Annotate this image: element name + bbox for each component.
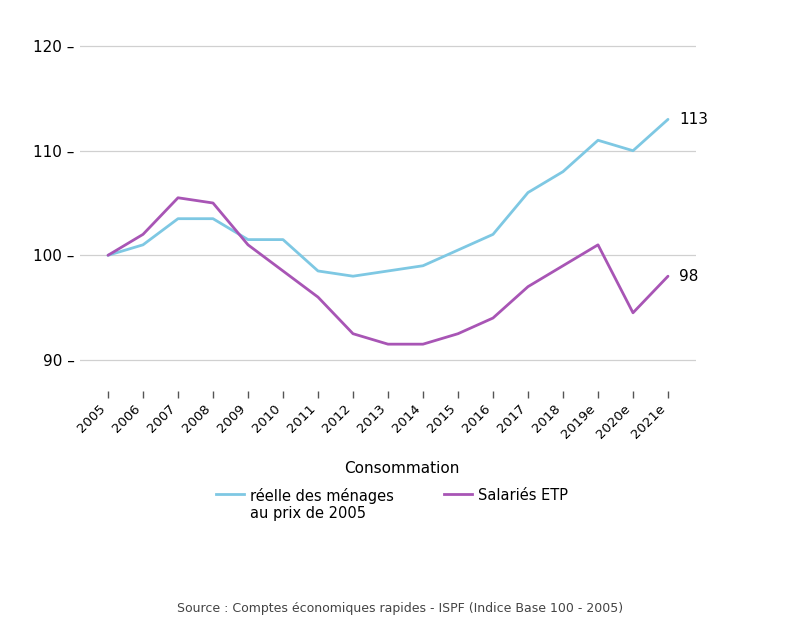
- Text: Salariés ETP: Salariés ETP: [478, 488, 567, 503]
- Text: 113: 113: [679, 112, 708, 127]
- Text: réelle des ménages
au prix de 2005: réelle des ménages au prix de 2005: [250, 488, 394, 521]
- Text: 98: 98: [679, 269, 698, 284]
- Text: Consommation: Consommation: [344, 461, 459, 476]
- Text: Source : Comptes économiques rapides - ISPF (Indice Base 100 - 2005): Source : Comptes économiques rapides - I…: [177, 602, 623, 615]
